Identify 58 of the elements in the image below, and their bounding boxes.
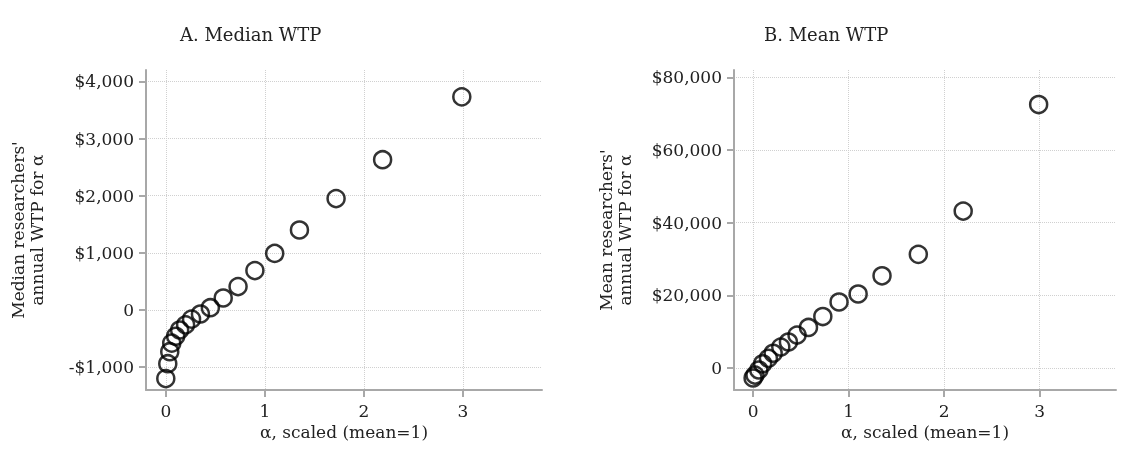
point <box>872 266 892 286</box>
chart-title: A. Median WTP <box>179 23 322 45</box>
point <box>908 244 929 265</box>
x-tick-label: 3 <box>1034 400 1046 421</box>
x-tick-label: 2 <box>358 400 370 421</box>
point <box>165 326 186 347</box>
y-tick-label: $60,000 <box>651 140 722 160</box>
point <box>190 304 211 324</box>
y-axis-title: Mean researchers' annual WTP for α <box>595 149 635 311</box>
point <box>289 220 310 240</box>
y-tick-label: $80,000 <box>651 67 722 88</box>
point <box>245 260 265 281</box>
chart-title: B. Mean WTP <box>764 23 889 45</box>
y-tick-label: $2,000 <box>74 185 134 206</box>
point <box>264 243 285 264</box>
point <box>200 297 221 318</box>
point <box>213 288 233 308</box>
point <box>778 332 799 352</box>
y-tick-label: $1,000 <box>74 242 134 263</box>
point <box>763 343 783 364</box>
x-tick-label: 0 <box>747 400 759 421</box>
point <box>798 317 819 338</box>
y-tick-label: $4,000 <box>74 71 134 92</box>
point <box>372 149 393 170</box>
y-tick-label: $40,000 <box>651 212 722 233</box>
x-tick-label: 3 <box>457 400 469 421</box>
point <box>787 325 807 345</box>
point <box>326 188 346 209</box>
x-tick-label: 0 <box>160 400 172 421</box>
x-tick-label: 1 <box>259 400 271 421</box>
x-axis-title: α, scaled (mean=1) <box>840 422 1010 443</box>
x-tick-label: 2 <box>938 400 950 421</box>
point <box>156 368 176 389</box>
point <box>829 292 849 312</box>
x-tick-label: 1 <box>843 400 855 421</box>
y-tick-label: 0 <box>711 358 722 379</box>
point <box>813 306 833 327</box>
point <box>752 354 773 374</box>
point <box>181 309 202 329</box>
point <box>848 284 868 304</box>
point <box>228 276 248 297</box>
point <box>175 315 196 335</box>
y-tick-label: 0 <box>123 300 134 320</box>
point <box>162 333 182 353</box>
point <box>1028 94 1049 115</box>
point <box>771 337 791 357</box>
x-axis-title: α, scaled (mean=1) <box>259 422 429 443</box>
y-tick-label: $20,000 <box>651 285 722 306</box>
point <box>158 353 178 374</box>
y-tick-label: -$1,000 <box>68 357 134 378</box>
point <box>160 341 180 362</box>
point <box>953 201 973 221</box>
y-axis-title: Median researchers' annual WTP for α <box>7 141 47 319</box>
y-tick-label: $3,000 <box>74 128 134 149</box>
point <box>758 348 779 369</box>
point <box>452 87 472 107</box>
point <box>749 360 769 380</box>
point <box>169 320 190 340</box>
